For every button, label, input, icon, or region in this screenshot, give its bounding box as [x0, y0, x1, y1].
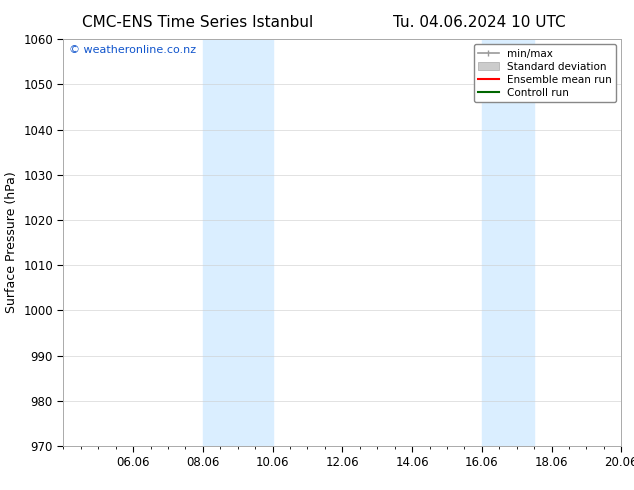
Y-axis label: Surface Pressure (hPa): Surface Pressure (hPa) — [4, 172, 18, 314]
Text: © weatheronline.co.nz: © weatheronline.co.nz — [69, 45, 196, 55]
Bar — [203, 39, 273, 446]
Text: CMC-ENS Time Series Istanbul: CMC-ENS Time Series Istanbul — [82, 15, 314, 30]
Text: Tu. 04.06.2024 10 UTC: Tu. 04.06.2024 10 UTC — [393, 15, 566, 30]
Legend: min/max, Standard deviation, Ensemble mean run, Controll run: min/max, Standard deviation, Ensemble me… — [474, 45, 616, 102]
Bar — [482, 39, 534, 446]
